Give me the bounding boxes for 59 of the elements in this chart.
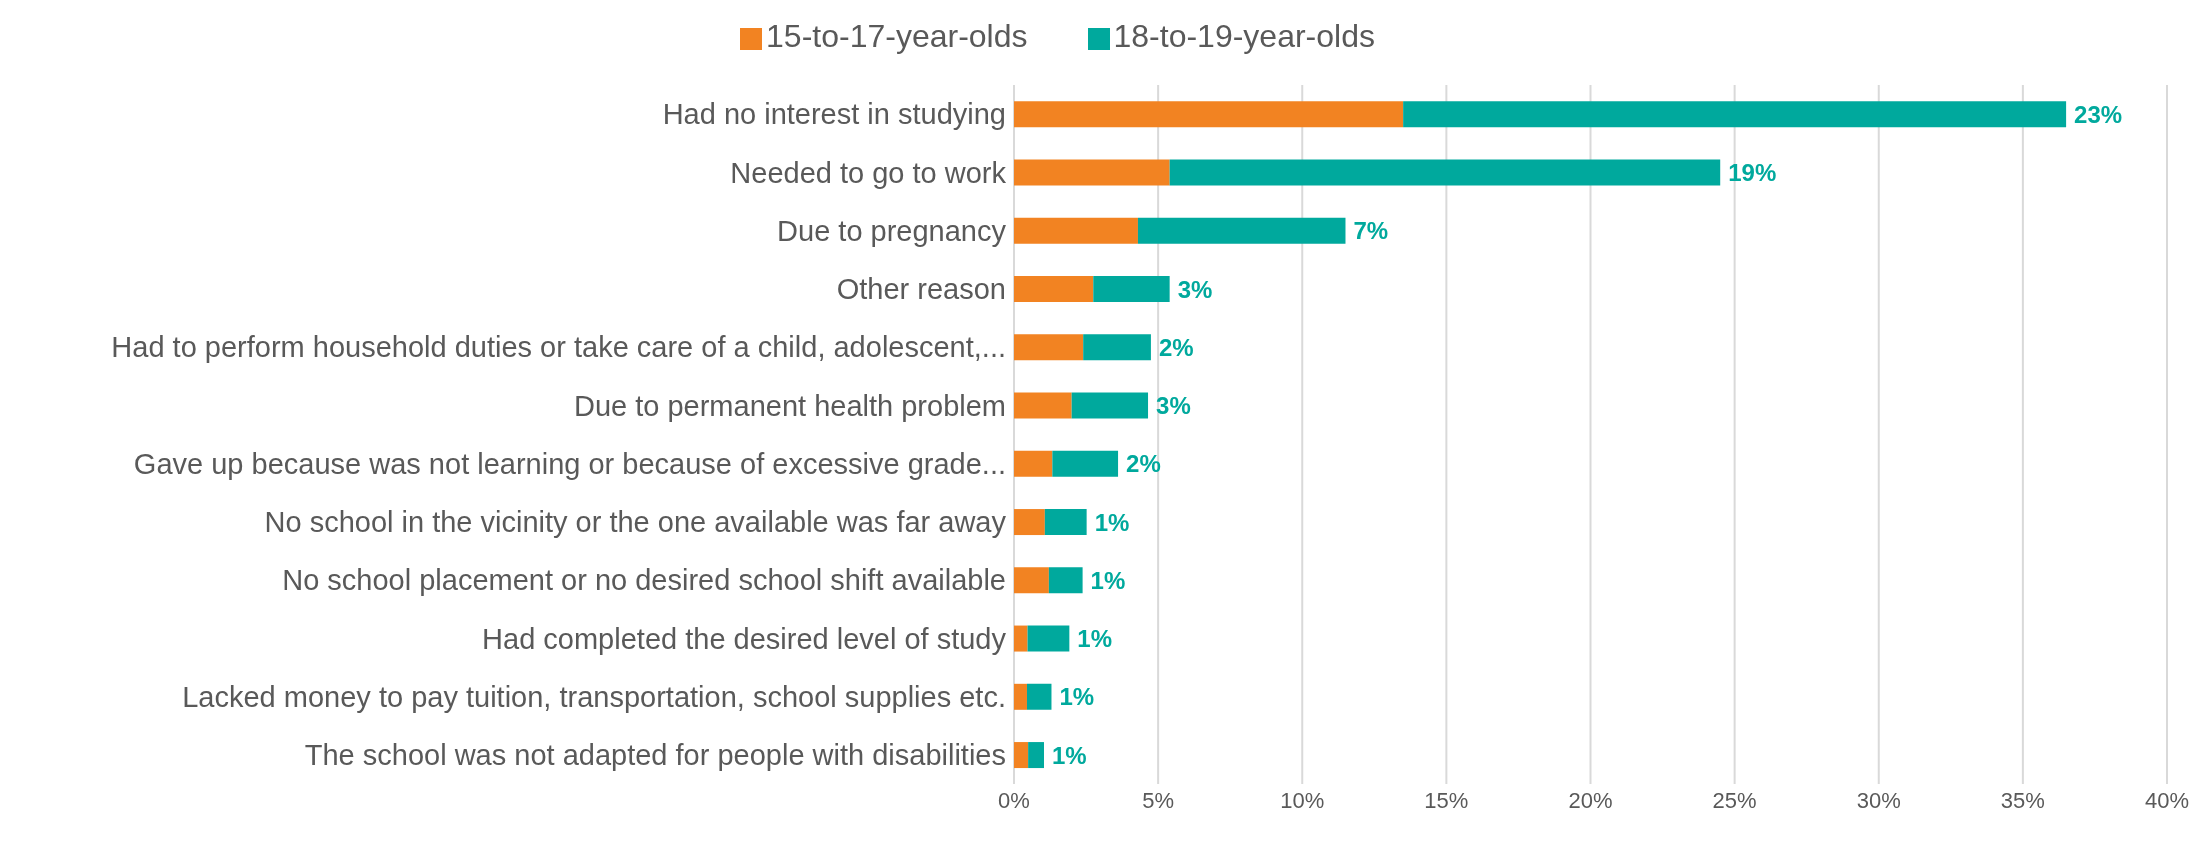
- data-label: 1%: [1077, 625, 1113, 653]
- y-tick-label: Needed to go to work: [730, 156, 1007, 189]
- x-tick-label: 35%: [2000, 787, 2045, 813]
- y-tick-label: Had completed the desired level of study: [482, 622, 1007, 655]
- data-label: 3%: [1156, 392, 1191, 420]
- x-tick-label: 40%: [2144, 787, 2190, 813]
- bar: [1083, 334, 1151, 361]
- x-tick-label: 5%: [1142, 787, 1175, 813]
- bar: [1014, 334, 1084, 361]
- bar: [1044, 509, 1087, 536]
- y-tick-label: Gave up because was not learning or because of excessive grade...: [133, 447, 1006, 480]
- bar: [1014, 683, 1027, 710]
- y-tick-label: Other reason: [836, 273, 1006, 306]
- x-tick-label: 15%: [1424, 787, 1469, 813]
- bar: [1093, 276, 1170, 303]
- y-tick-label: The school was not adapted for people with disabilities: [304, 739, 1006, 772]
- bar: [1028, 742, 1044, 769]
- bar: [1014, 509, 1045, 536]
- bar: [1014, 101, 1404, 128]
- bar: [1014, 625, 1028, 652]
- bar: [1052, 450, 1119, 477]
- bar: [1137, 217, 1346, 244]
- data-label: 1%: [1090, 566, 1126, 594]
- bar: [1071, 392, 1149, 419]
- bar: [1014, 159, 1170, 186]
- y-tick-label: Lacked money to pay tuition, transportation, school supplies etc.: [182, 680, 1006, 713]
- bar: [1014, 742, 1029, 769]
- data-label: 1%: [1059, 683, 1095, 711]
- y-tick-label: Had no interest in studying: [662, 98, 1006, 131]
- y-tick-label: Had to perform household duties or take care of a child, adolescent,...: [111, 331, 1006, 364]
- y-tick-label: Due to permanent health problem: [573, 389, 1006, 422]
- bar: [1014, 567, 1049, 594]
- bar: [1014, 276, 1094, 303]
- data-label: 23%: [2074, 100, 2123, 128]
- y-tick-label: No school placement or no desired school shift available: [282, 564, 1006, 597]
- bar: [1014, 450, 1053, 477]
- bar: [1026, 683, 1052, 710]
- y-tick-label: Due to pregnancy: [777, 214, 1007, 247]
- legend-label: 18-to-19-year-olds: [1113, 18, 1375, 54]
- y-tick-label: No school in the vicinity or the one available was far away: [264, 506, 1007, 539]
- bar: [1048, 567, 1083, 594]
- x-tick-label: 30%: [1856, 787, 1901, 813]
- x-tick-label: 10%: [1280, 787, 1325, 813]
- bar: [1403, 101, 2067, 128]
- bar: [1014, 217, 1138, 244]
- data-label: 1%: [1051, 741, 1087, 769]
- data-label: 7%: [1353, 217, 1389, 245]
- x-tick-label: 25%: [1712, 787, 1757, 813]
- x-tick-label: 0%: [998, 787, 1030, 813]
- bar: [1014, 392, 1072, 419]
- data-label: 2%: [1126, 450, 1161, 478]
- bar: [1027, 625, 1070, 652]
- x-tick-label: 20%: [1568, 787, 1613, 813]
- data-label: 19%: [1728, 159, 1777, 187]
- bar: [1169, 159, 1721, 186]
- data-label: 3%: [1177, 275, 1213, 303]
- data-label: 1%: [1094, 508, 1130, 536]
- data-label: 2%: [1158, 333, 1194, 361]
- legend-label: 15-to-17-year-olds: [766, 18, 1028, 54]
